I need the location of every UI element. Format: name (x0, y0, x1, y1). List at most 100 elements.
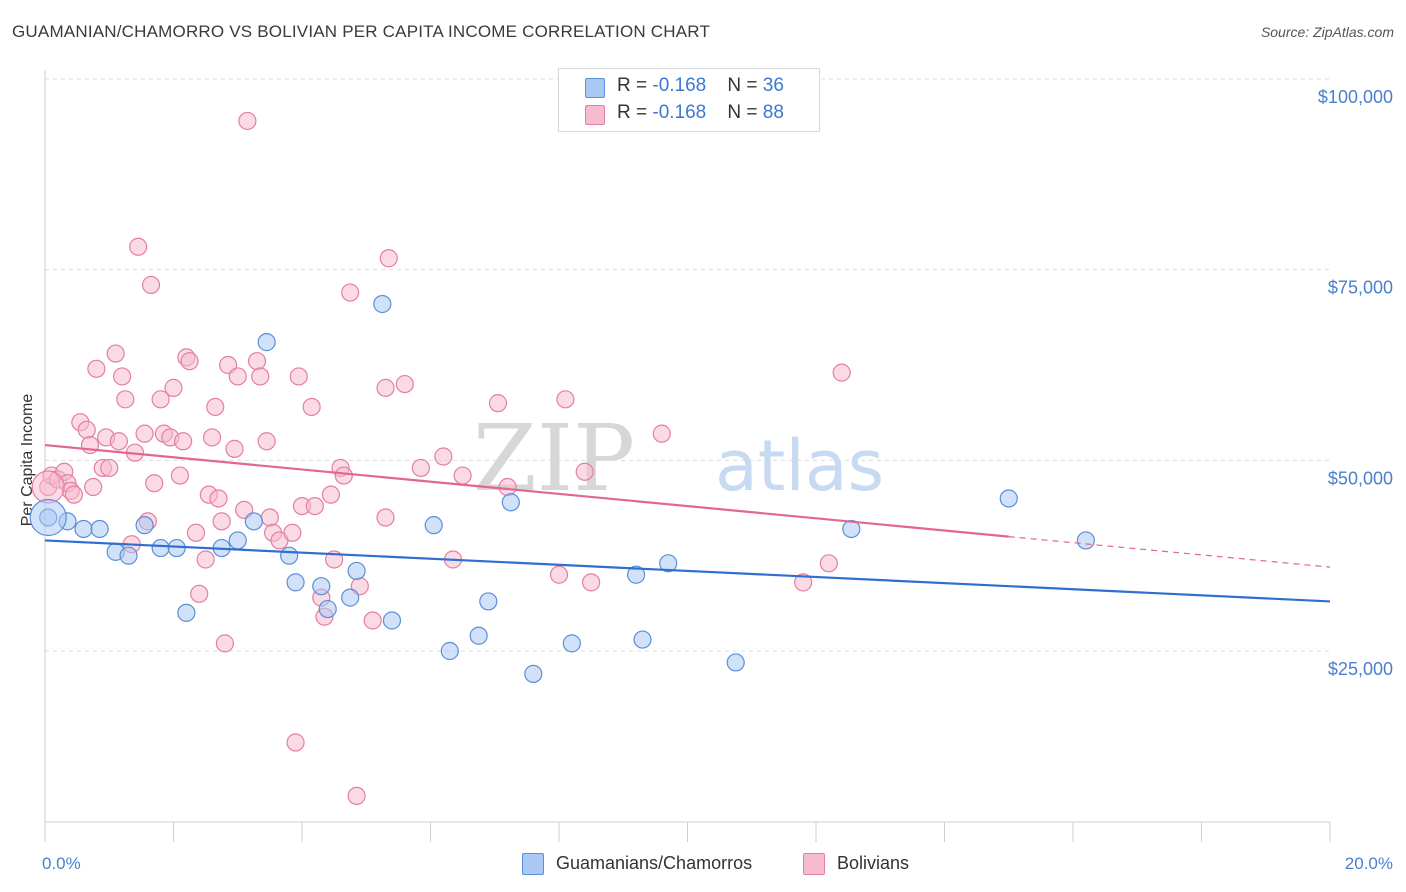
bolivian-point (31, 470, 65, 504)
bolivian-point (77, 420, 96, 439)
y-tick-label: $75,000 (1328, 278, 1393, 298)
guamanian-point (286, 573, 305, 592)
guamanian-point (244, 512, 263, 531)
guamanian-point (312, 577, 331, 596)
bolivian-point (212, 512, 231, 531)
bolivian-point (64, 485, 84, 504)
bolivian-point (100, 458, 119, 478)
guamanian-trend-line (44, 539, 1331, 603)
bolivian-point (652, 424, 671, 443)
guamanian-point (119, 546, 138, 565)
guamanian-point (74, 519, 93, 539)
bolivian-trend-extension (1008, 536, 1331, 568)
legend-swatch-blue (585, 78, 605, 98)
bolivian-point (225, 439, 244, 458)
bolivian-point (283, 523, 302, 542)
bolivian-point (87, 359, 106, 378)
guamanian-point (318, 599, 337, 619)
watermark: ZIP atlas (473, 405, 884, 512)
bolivian-point (206, 397, 225, 417)
legend-r-value: -0.168 (652, 75, 707, 96)
guamanian-point (151, 538, 170, 558)
legend-r-value: -0.168 (652, 102, 707, 123)
bottom-legend-label: Bolivians (837, 853, 910, 873)
chart-title: GUAMANIAN/CHAMORRO VS BOLIVIAN PER CAPIT… (12, 22, 711, 41)
bolivian-point (141, 275, 161, 295)
watermark-atlas: atlas (715, 425, 884, 507)
guamanian-point (1076, 531, 1095, 550)
bolivian-point (556, 390, 575, 409)
bolivian-point (819, 554, 838, 573)
bottom-legend-swatch-blue (522, 853, 544, 875)
guamanian-point (177, 603, 196, 622)
guamanians-points (29, 294, 1095, 683)
bolivian-point (135, 424, 154, 443)
guamanian-point (501, 493, 520, 512)
bolivian-point (145, 474, 164, 493)
bolivian-point (106, 344, 125, 363)
guamanian-point (135, 516, 154, 535)
legend-n-label: N = (727, 75, 763, 96)
bolivian-point (549, 565, 569, 584)
bolivian-point (289, 367, 308, 386)
bolivian-point (209, 489, 228, 508)
guamanian-point (280, 546, 299, 565)
legend-r-label: R = (617, 75, 653, 96)
bolivian-point (186, 523, 206, 542)
correlation-legend: R = -0.168 N = 36 R = -0.168 N = 88 (558, 68, 820, 132)
tick-labels: $25,000 $50,000 $75,000 $100,000 0.0% 20.0% (42, 87, 1393, 873)
bolivian-point (376, 508, 395, 527)
bolivian-point (453, 466, 472, 485)
guamanian-point (633, 630, 652, 649)
bolivian-point (170, 466, 190, 485)
bolivian-point (347, 786, 366, 806)
guamanian-point (90, 519, 109, 539)
guamanian-point (257, 333, 276, 352)
bolivian-point (196, 550, 215, 569)
bolivian-point (215, 634, 234, 653)
y-tick-label: $100,000 (1318, 87, 1393, 107)
bolivian-trend-line (44, 443, 1009, 538)
legend-swatch-pink (585, 105, 605, 125)
source-credit: Source: ZipAtlas.com (1260, 24, 1394, 40)
bolivian-point (228, 367, 247, 386)
bolivian-point (164, 378, 183, 397)
bolivian-point (202, 428, 222, 447)
bolivian-point (575, 462, 594, 481)
bottom-legend-label: Guamanians/Chamorros (556, 853, 753, 873)
guamanian-point (424, 516, 443, 535)
y-tick-label: $50,000 (1328, 468, 1393, 488)
grid (45, 78, 1330, 652)
bolivian-point (151, 390, 170, 409)
bolivian-point (129, 237, 148, 256)
guamanian-point (562, 634, 581, 653)
y-tick-label: $25,000 (1328, 659, 1393, 679)
bolivian-point (321, 485, 341, 504)
bolivian-point (260, 508, 279, 527)
guamanian-point (479, 592, 498, 611)
guamanian-point (228, 531, 247, 550)
bolivian-point (251, 367, 270, 386)
bolivian-point (84, 477, 103, 497)
guamanian-point (469, 626, 488, 645)
bolivian-point (498, 477, 517, 497)
guamanian-point (341, 588, 360, 607)
bolivian-point (334, 466, 353, 485)
bolivian-point (376, 378, 395, 397)
bolivian-point (257, 432, 276, 451)
bolivian-point (434, 447, 453, 466)
guamanian-point (842, 519, 861, 539)
bolivian-point (286, 733, 305, 752)
bolivian-point (190, 584, 209, 603)
bolivian-point (363, 611, 382, 630)
legend-n-value: 36 (762, 75, 784, 96)
bolivian-point (80, 435, 100, 455)
guamanian-point (29, 498, 67, 537)
bolivian-point (180, 352, 199, 371)
bolivian-point (488, 394, 508, 413)
bolivian-point (112, 367, 132, 386)
guamanian-point (659, 554, 678, 573)
guamanian-point (626, 565, 646, 584)
bolivian-point (341, 283, 360, 302)
